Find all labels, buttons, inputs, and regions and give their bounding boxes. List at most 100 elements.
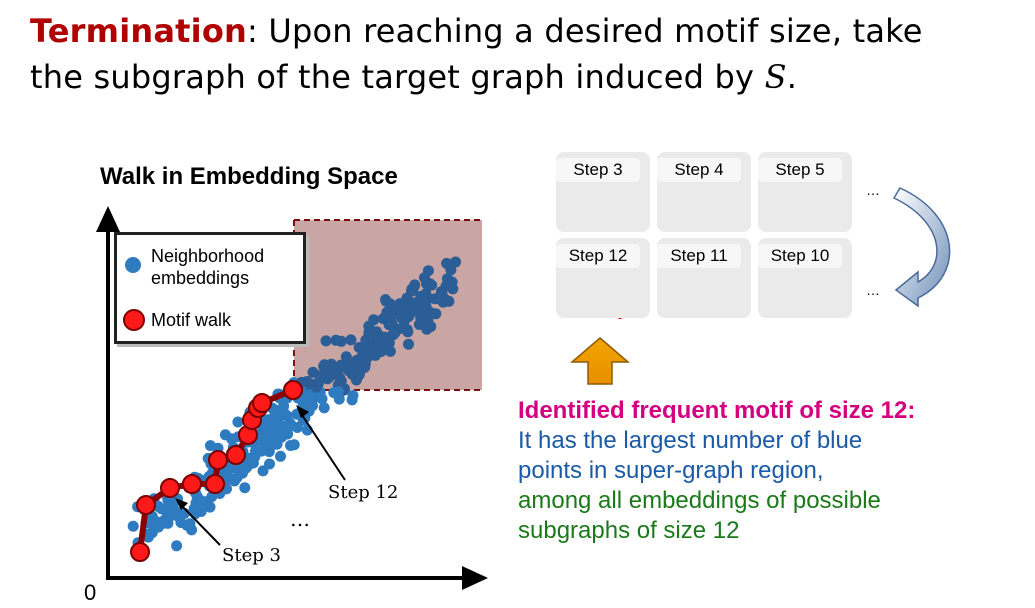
motif-walk-point [252,393,272,413]
motif-walk-point [136,495,156,515]
step-panel-11: Step 11 [657,238,751,318]
title-variable: S [764,58,787,96]
title-line1: : Upon reaching a desired motif size, ta… [246,12,923,50]
blue-point [189,508,201,520]
step-panel-10-label: Step 10 [758,244,842,268]
blue-point [328,387,340,399]
blue-point [384,345,396,357]
motif-walk-point [130,542,150,562]
blue-point [335,335,347,347]
step3-pointer [179,503,221,546]
blue-point [402,308,414,320]
chart-legend: Neighborhood embeddings Motif walk [114,232,306,344]
x-axis-arrow [462,566,488,590]
motif-description: Identified frequent motif of size 12: It… [518,396,915,546]
legend-blue-dot-icon [125,257,141,273]
step12-pointer [299,411,346,481]
chart-title: Walk in Embedding Space [100,163,398,190]
slide-title: Termination: Upon reaching a desired mot… [30,8,923,100]
motif-walk [130,380,303,562]
blue-point [127,520,139,532]
blue-point [224,462,236,474]
origin-label: 0 [84,580,97,605]
blue-point [371,326,383,338]
blue-point [288,439,300,451]
blue-point [195,495,207,506]
walk-ellipsis: … [290,507,310,531]
steps-ellipsis-bottom: … [866,282,880,298]
blue-point [318,360,330,372]
blue-point [156,503,168,515]
neighborhood-embedding-points [127,256,462,552]
blue-point [264,458,275,470]
blue-point [406,285,417,297]
blue-point [437,296,449,308]
blue-point [413,319,425,330]
blue-point [286,420,298,432]
legend-red-dot-icon [123,309,145,331]
blue-point [281,410,293,422]
step-panel-5: Step 5 [758,152,852,232]
motif-walk-point [226,445,246,465]
description-line4: among all embeddings of possible [518,487,881,514]
blue-point [345,334,357,346]
blue-point [318,402,330,414]
blue-point [231,472,243,484]
description-line2: It has the largest number of blue [518,427,863,454]
motif-walk-point [208,450,228,470]
blue-point [232,416,244,428]
legend-neighborhood-label: Neighborhood embeddings [151,245,264,289]
blue-point [335,375,347,387]
step3-annotation: Step 3 [222,545,281,566]
legend-neighborhood-line2: embeddings [151,268,250,288]
blue-point [275,450,286,462]
blue-point [436,288,448,300]
blue-point [368,314,380,326]
blue-point [184,518,196,530]
curved-progress-arrow [892,187,951,308]
blue-point [257,465,269,477]
blue-point [414,305,426,316]
description-heading: Identified frequent motif of size 12: [518,397,916,424]
blue-point [204,501,216,513]
blue-point [372,341,384,353]
legend-motif-walk-label: Motif walk [151,310,232,330]
blue-point [278,400,290,412]
step-panel-4: Step 4 [657,152,751,232]
steps-ellipsis-top: … [866,182,880,198]
motif-walk-point [182,474,202,494]
blue-point [387,300,399,312]
step-panel-4-label: Step 4 [657,158,741,182]
blue-point [151,516,163,528]
title-end: . [786,58,798,96]
step3-pointer-head [175,498,188,510]
blue-point [389,327,401,339]
blue-point [297,414,309,426]
blue-point [340,351,352,363]
step-panel-11-label: Step 11 [657,244,741,268]
motif-walk-point [205,474,225,494]
up-arrow-icon [569,337,631,385]
blue-point [450,256,462,268]
blue-point [310,381,322,393]
blue-point [356,357,368,369]
blue-point [364,345,376,357]
step-panel-10: Step 10 [758,238,852,318]
blue-point [314,370,326,382]
description-line5: subgraphs of size 12 [518,517,740,544]
step12-annotation: Step 12 [328,482,398,503]
blue-point [240,462,252,474]
step-panel-12-label: Step 12 [556,244,640,268]
blue-point [386,319,398,330]
blue-point [402,326,414,338]
motif-walk-point [160,478,180,498]
blue-point [353,342,365,353]
blue-point [426,279,438,291]
step-panel-5-label: Step 5 [758,158,842,182]
step-panel-3-label: Step 3 [556,158,640,182]
blue-point [403,338,414,350]
blue-point [419,296,431,308]
blue-point [167,507,179,519]
blue-point [320,335,332,347]
